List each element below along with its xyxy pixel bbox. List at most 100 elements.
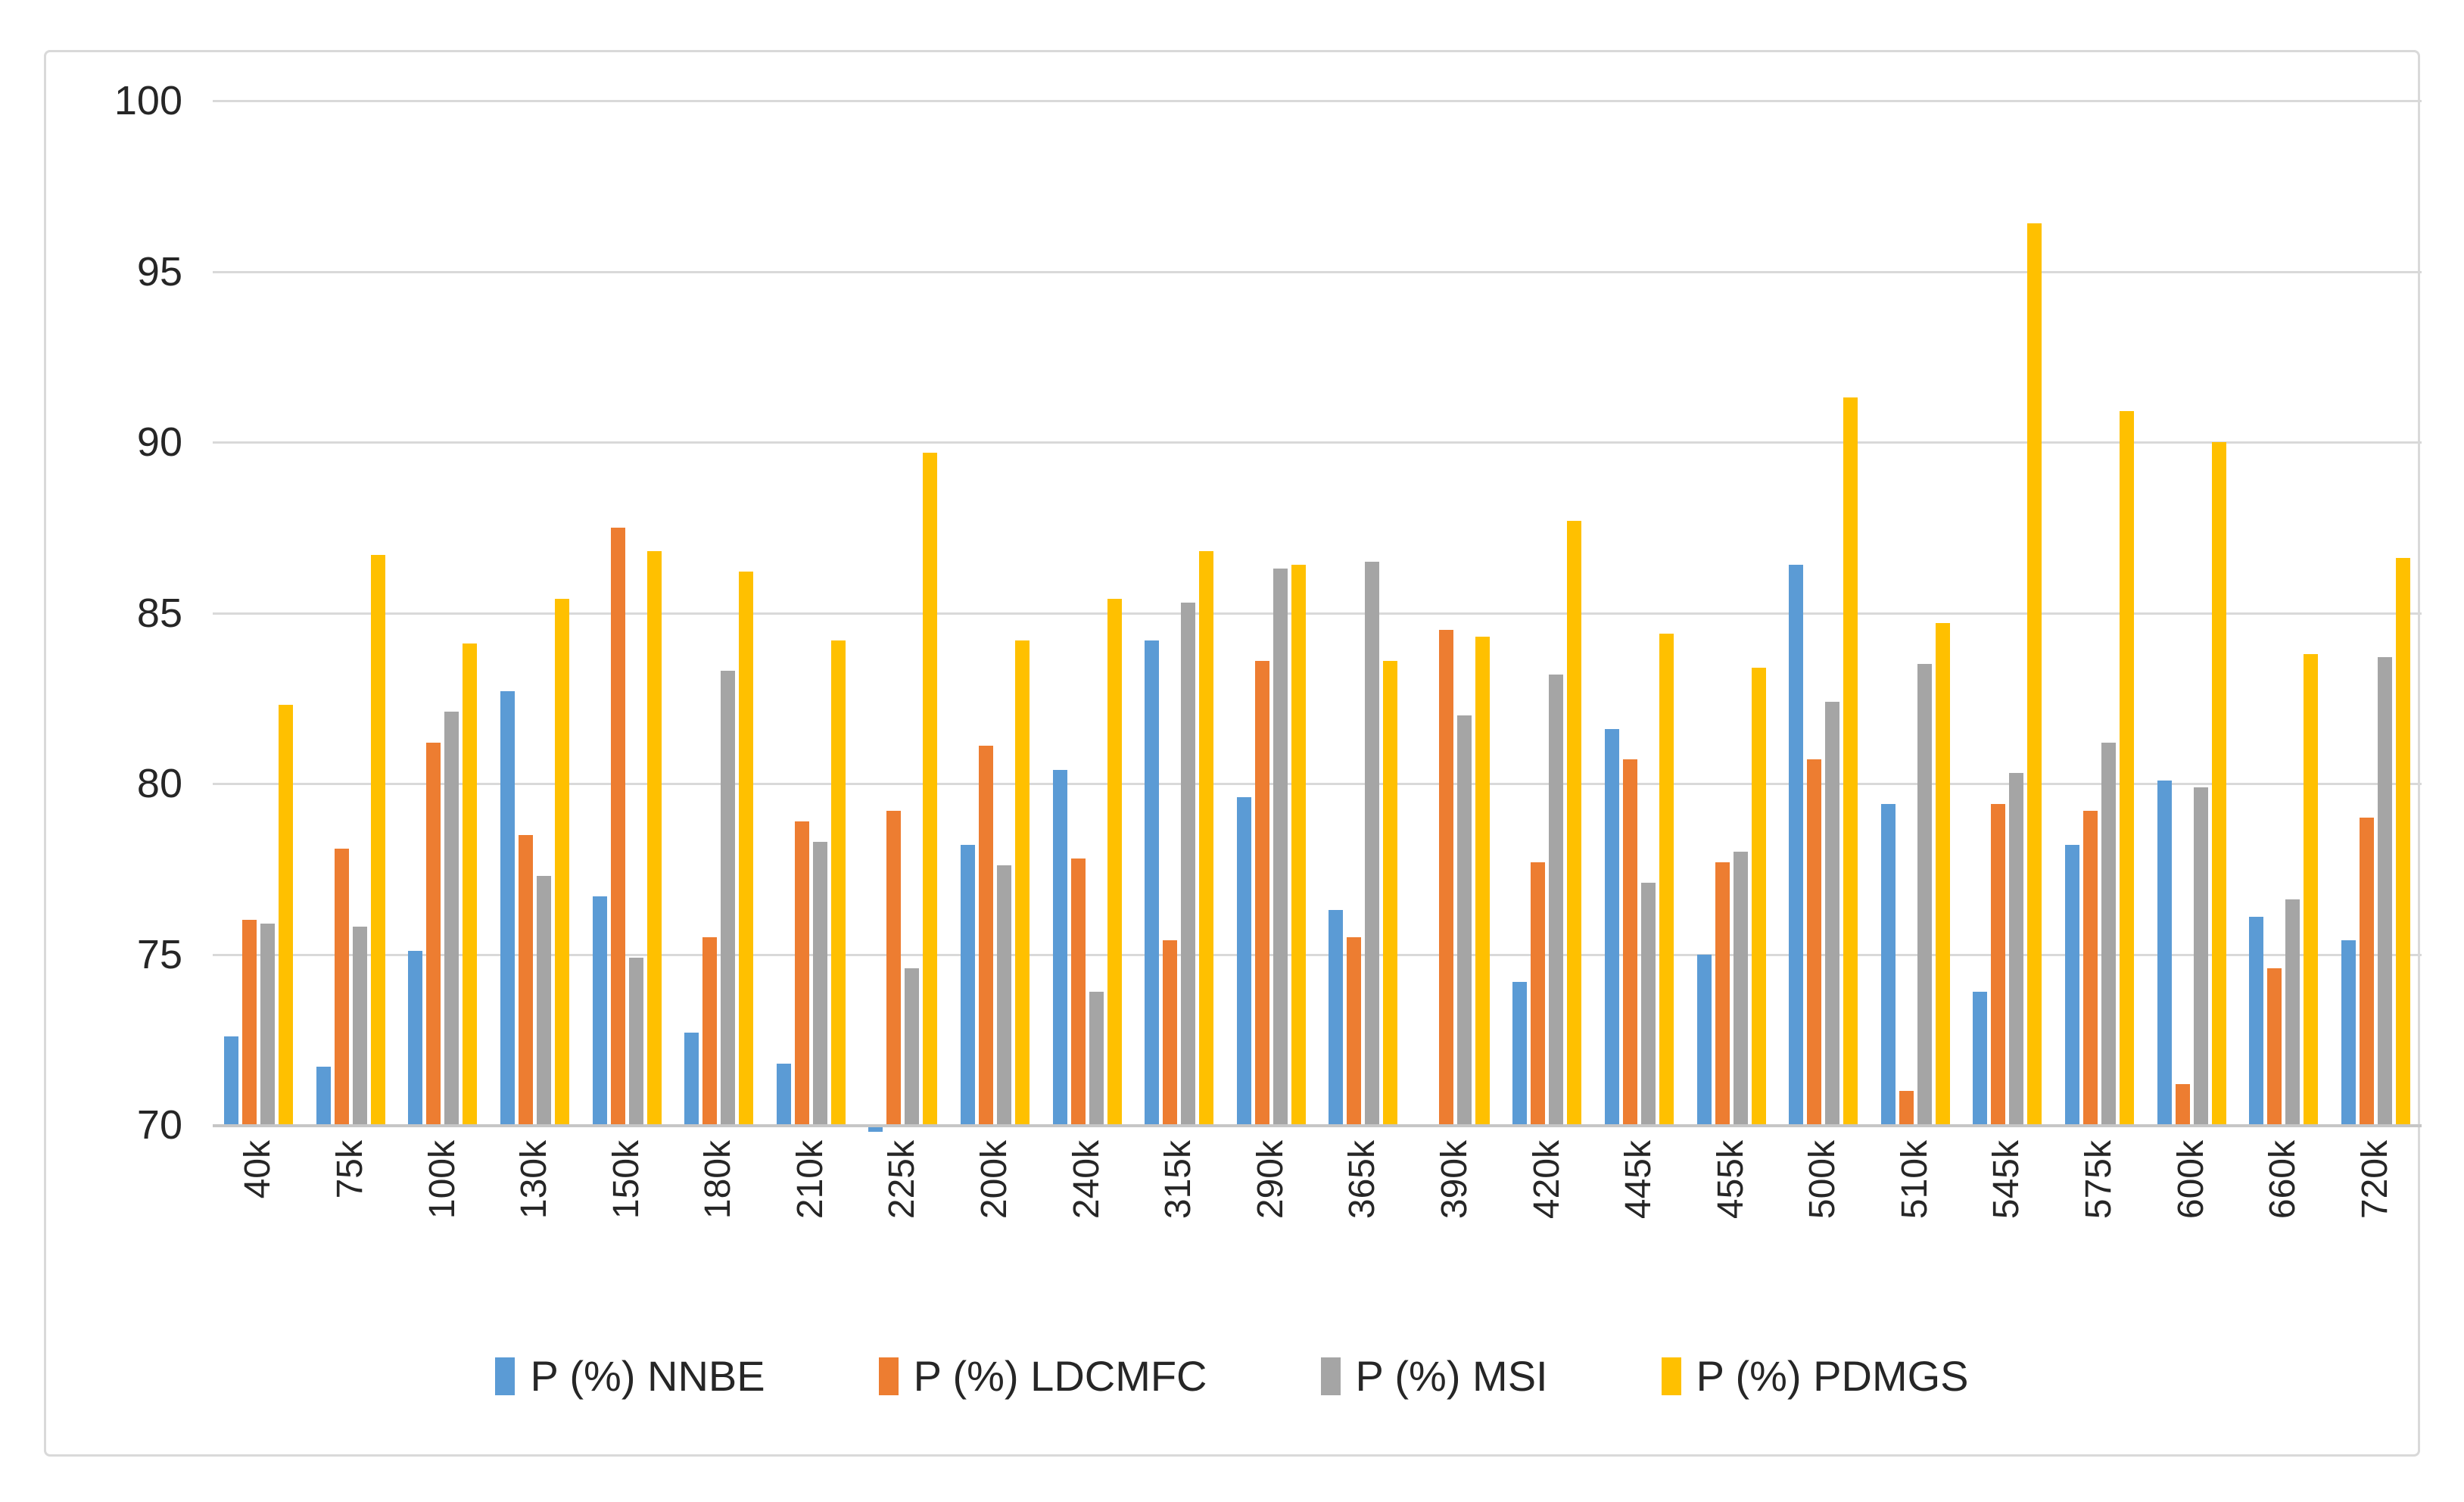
bar-p-pdmgs-75k [370, 554, 385, 1125]
x-tick-label: 455k [1710, 1140, 1751, 1220]
bar-p-ldcmfc-545k [1991, 804, 2006, 1125]
x-tick-label: 365k [1342, 1140, 1383, 1220]
x-tick-label: 210k [790, 1140, 830, 1220]
y-tick-label: 90 [136, 419, 182, 465]
gridline [213, 441, 2422, 444]
bar-p-msi-420k [1549, 674, 1564, 1125]
legend-marker [878, 1357, 899, 1395]
x-tick-label: 240k [1066, 1140, 1107, 1220]
bar-p-msi-150k [628, 958, 643, 1125]
bar-p-msi-545k [2009, 773, 2024, 1125]
bar-group-455k [1685, 101, 1777, 1125]
legend-label: P (%) NNBE [530, 1352, 765, 1400]
bar-p-ldcmfc-240k [1070, 859, 1086, 1125]
bar-p-nnbe-100k [408, 951, 423, 1125]
x-tick-cell: 600k [2145, 1140, 2238, 1314]
x-tick-label: 315k [1158, 1140, 1199, 1220]
bar-p-msi-225k [905, 968, 920, 1125]
bar-p-nnbe-575k [2064, 845, 2079, 1125]
bar-p-ldcmfc-315k [1163, 940, 1178, 1125]
legend-item-p-msi: P (%) MSI [1320, 1351, 1548, 1401]
bar-group-500k [1777, 101, 1870, 1125]
legend-marker [1320, 1357, 1341, 1395]
x-tick-cell: 180k [673, 1140, 765, 1314]
bar-p-ldcmfc-390k [1438, 630, 1453, 1125]
bar-p-nnbe-200k [960, 845, 975, 1125]
bar-p-pdmgs-200k [1014, 640, 1030, 1125]
bar-p-ldcmfc-75k [334, 848, 349, 1125]
x-tick-cell: 720k [2329, 1140, 2422, 1314]
y-tick-label: 85 [136, 590, 182, 636]
bar-p-msi-40k [260, 923, 276, 1125]
bar-p-ldcmfc-660k [2267, 968, 2282, 1125]
x-tick-cell: 365k [1317, 1140, 1410, 1314]
bar-p-msi-75k [352, 927, 367, 1125]
bar-p-nnbe-75k [316, 1067, 331, 1125]
bar-p-ldcmfc-500k [1807, 759, 1822, 1125]
bar-p-msi-240k [1089, 992, 1104, 1125]
bar-p-nnbe-150k [592, 896, 607, 1125]
bar-p-ldcmfc-365k [1347, 936, 1362, 1125]
bar-p-nnbe-600k [2157, 780, 2172, 1125]
chart-frame: 100 95 90 85 80 75 70 40k 75k 100k 130k 150k 180k 21… [44, 50, 2422, 1457]
legend-label: P (%) LDCMFC [913, 1352, 1207, 1400]
bar-group-420k [1501, 101, 1593, 1125]
x-tick-cell: 575k [2054, 1140, 2146, 1314]
bar-p-msi-180k [721, 671, 736, 1125]
legend-item-p-ldcmfc: P (%) LDCMFC [878, 1351, 1207, 1401]
x-tick-cell: 390k [1410, 1140, 1502, 1314]
x-tick-label: 200k [974, 1140, 1015, 1220]
bar-group-720k [2329, 101, 2422, 1125]
bar-p-pdmgs-600k [2211, 442, 2226, 1125]
bar-p-msi-315k [1181, 602, 1196, 1125]
legend-item-p-pdmgs: P (%) PDMGS [1661, 1351, 1969, 1401]
plot-area: 100 95 90 85 80 75 70 [114, 78, 2422, 1148]
x-tick-cell: 510k [1870, 1140, 1962, 1314]
bar-p-pdmgs-315k [1199, 551, 1214, 1125]
bar-p-msi-210k [812, 841, 827, 1125]
bar-p-pdmgs-225k [923, 452, 938, 1125]
bar-p-pdmgs-420k [1567, 520, 1582, 1125]
x-tick-label: 130k [514, 1140, 555, 1220]
bar-p-pdmgs-290k [1291, 565, 1306, 1125]
bar-group-225k [857, 101, 949, 1133]
bar-group-600k [2145, 101, 2238, 1125]
y-tick-label: 75 [136, 931, 182, 977]
x-tick-cell: 455k [1685, 1140, 1777, 1314]
y-tick-label: 80 [136, 761, 182, 806]
x-tick-cell: 545k [1961, 1140, 2054, 1314]
bar-group-75k [305, 101, 397, 1125]
gridline [213, 783, 2422, 785]
x-tick-label: 510k [1894, 1140, 1935, 1220]
bar-group-365k [1317, 101, 1410, 1125]
x-tick-cell: 240k [1041, 1140, 1133, 1314]
bar-group-130k [489, 101, 581, 1125]
bar-p-msi-455k [1733, 852, 1748, 1125]
bar-p-ldcmfc-225k [886, 811, 902, 1125]
bar-p-msi-290k [1272, 568, 1288, 1125]
bar-p-nnbe-365k [1329, 909, 1344, 1125]
x-axis-line [213, 1124, 2422, 1127]
bar-p-nnbe-545k [1973, 992, 1988, 1125]
legend-label: P (%) MSI [1355, 1352, 1548, 1400]
bar-p-nnbe-420k [1512, 981, 1528, 1125]
bar-p-pdmgs-365k [1383, 660, 1398, 1125]
x-tick-label: 600k [2170, 1140, 2211, 1220]
legend: P (%) NNBE P (%) LDCMFC P (%) MSI P (%) PDM… [46, 1351, 2418, 1401]
bar-p-msi-510k [1917, 664, 1932, 1125]
bar-p-ldcmfc-600k [2175, 1083, 2190, 1125]
bar-p-msi-100k [444, 712, 459, 1125]
bar-p-ldcmfc-40k [242, 920, 257, 1125]
bar-p-nnbe-290k [1236, 797, 1251, 1125]
bar-p-msi-445k [1641, 882, 1656, 1125]
bar-group-545k [1961, 101, 2054, 1125]
bar-group-150k [581, 101, 673, 1125]
bar-group-445k [1593, 101, 1686, 1125]
x-tick-label: 445k [1618, 1140, 1659, 1220]
x-tick-label: 100k [422, 1140, 463, 1220]
x-tick-label: 75k [329, 1140, 370, 1199]
bar-p-ldcmfc-150k [610, 527, 625, 1125]
bar-p-nnbe-180k [684, 1033, 699, 1125]
bar-group-100k [397, 101, 489, 1125]
x-tick-label: 500k [1802, 1140, 1843, 1220]
